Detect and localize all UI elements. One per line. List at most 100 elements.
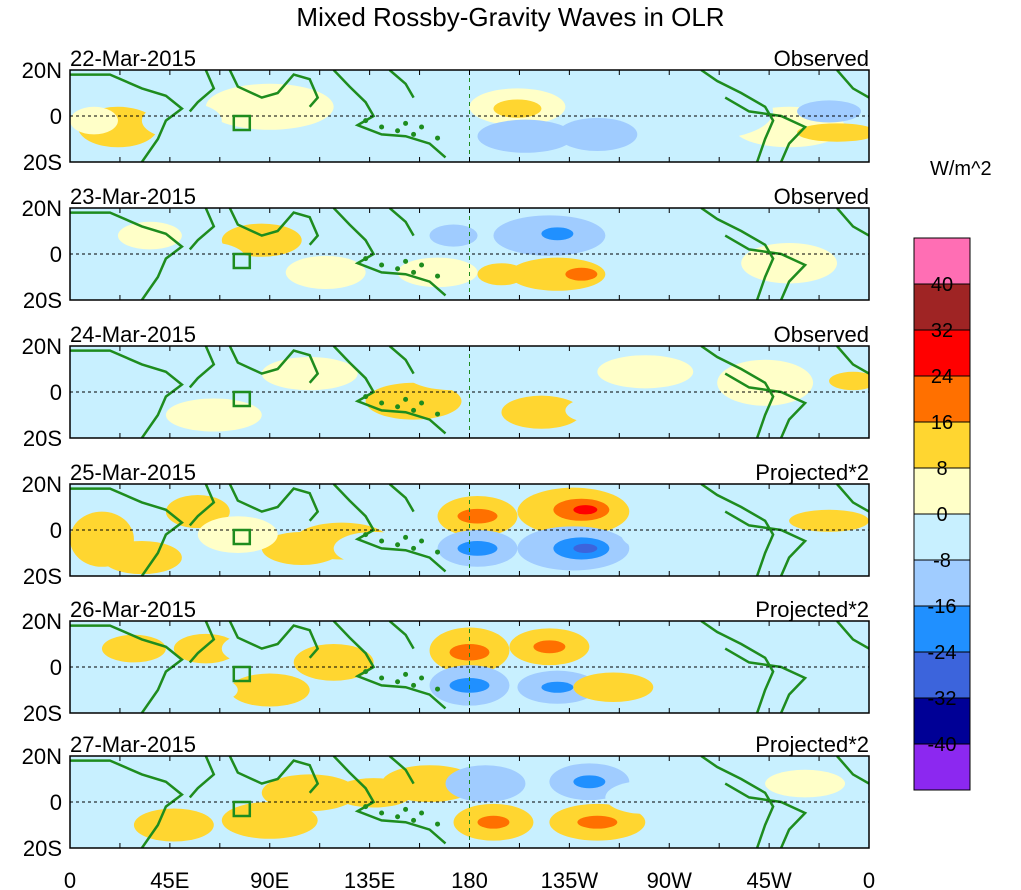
olr-anomaly-blob (165, 242, 246, 276)
island (419, 538, 425, 544)
coastline (188, 346, 216, 389)
olr-anomaly-blob (797, 100, 862, 123)
island (435, 273, 441, 279)
island (419, 124, 425, 130)
lon-label: 90E (250, 868, 289, 890)
lat-label: 20S (23, 426, 62, 451)
olr-anomaly-blob (457, 508, 498, 524)
lon-label: 0 (64, 868, 76, 890)
colorbar-swatch (913, 375, 971, 423)
island (379, 262, 385, 268)
lat-label: 20S (23, 701, 62, 726)
olr-anomaly-blob (70, 106, 118, 135)
lat-label: 20N (22, 334, 62, 359)
coastline (332, 621, 447, 710)
island (363, 804, 369, 810)
coastline (228, 484, 320, 522)
island (411, 131, 417, 137)
olr-anomaly-blob (557, 117, 638, 151)
panel-kind: Projected*2 (755, 732, 869, 757)
coastline (228, 70, 320, 108)
olr-anomaly-blob (477, 815, 510, 829)
map-panel: 20N 0 20S 27-Mar-2015 Projected*2 (22, 732, 870, 861)
coastline (70, 487, 184, 576)
coastline (836, 484, 869, 513)
lat-label: 20S (23, 150, 62, 175)
colorbar-swatch (913, 651, 971, 699)
map-panel: 20N 0 20S 26-Mar-2015 Projected*2 (22, 597, 870, 726)
olr-anomaly-blob (221, 223, 302, 257)
island (403, 806, 409, 812)
colorbar-units: W/m^2 (930, 158, 992, 180)
region-box (232, 528, 252, 546)
olr-anomaly-blob (573, 672, 654, 702)
panel-date: 22-Mar-2015 (70, 46, 196, 71)
olr-anomaly-blob (605, 780, 686, 814)
coastline (724, 372, 808, 438)
island (435, 686, 441, 692)
olr-anomaly-blob (477, 119, 574, 153)
island (403, 258, 409, 264)
olr-anomaly-blob (749, 655, 846, 689)
coastline (724, 234, 808, 300)
coastline (700, 756, 775, 848)
coastline (70, 211, 184, 300)
lon-label: 0 (863, 868, 875, 890)
panel-kind: Observed (774, 322, 869, 347)
coastline (332, 70, 447, 159)
island (395, 266, 401, 272)
island (395, 542, 401, 548)
island (411, 817, 417, 823)
colorbar-swatch (913, 237, 971, 285)
coastline (228, 346, 320, 384)
map-panel: 20N 0 20S 24-Mar-2015 Observed (22, 322, 870, 451)
olr-anomaly-blob (101, 541, 182, 575)
island (379, 810, 385, 816)
colorbar-swatch (913, 605, 971, 653)
region-box (232, 390, 252, 408)
region-box (232, 252, 252, 270)
lat-label: 0 (50, 242, 62, 267)
olr-anomaly-blob (501, 395, 582, 429)
panel-kind: Projected*2 (755, 460, 869, 485)
coastline (188, 484, 216, 527)
coastline (388, 208, 415, 237)
olr-anomaly-blob (285, 255, 366, 289)
olr-anomaly-blob (413, 73, 494, 107)
olr-anomaly-blob (573, 775, 606, 789)
olr-anomaly-blob (341, 116, 438, 150)
olr-anomaly-blob (405, 357, 502, 391)
island (403, 671, 409, 677)
coastline (332, 756, 447, 845)
region-box (232, 114, 252, 132)
coastline (70, 624, 184, 713)
colorbar-swatch (913, 467, 971, 515)
island (363, 669, 369, 675)
colorbar-label: -16 (928, 596, 957, 618)
colorbar-label: 40 (931, 274, 953, 296)
colorbar-label: 32 (931, 320, 953, 342)
colorbar-label: -32 (928, 688, 957, 710)
island (435, 135, 441, 141)
colorbar-label: -24 (928, 642, 957, 664)
island (435, 411, 441, 417)
olr-field (70, 756, 869, 848)
olr-anomaly-blob (541, 681, 574, 693)
olr-anomaly-blob (573, 543, 598, 554)
island (363, 118, 369, 124)
lat-label: 0 (50, 655, 62, 680)
olr-anomaly-blob (133, 808, 214, 842)
coastline (388, 621, 415, 650)
coastline (724, 782, 808, 848)
olr-anomaly-blob (229, 673, 310, 707)
olr-anomaly-blob (789, 509, 869, 532)
lon-label: 45W (747, 868, 792, 890)
panel-date: 27-Mar-2015 (70, 732, 196, 757)
olr-anomaly-blob (457, 541, 498, 556)
island (379, 124, 385, 130)
olr-anomaly-blob (85, 373, 150, 411)
lat-label: 0 (50, 518, 62, 543)
map-panel: 20N 0 20S 22-Mar-2015 Observed (22, 46, 870, 175)
island (403, 534, 409, 540)
